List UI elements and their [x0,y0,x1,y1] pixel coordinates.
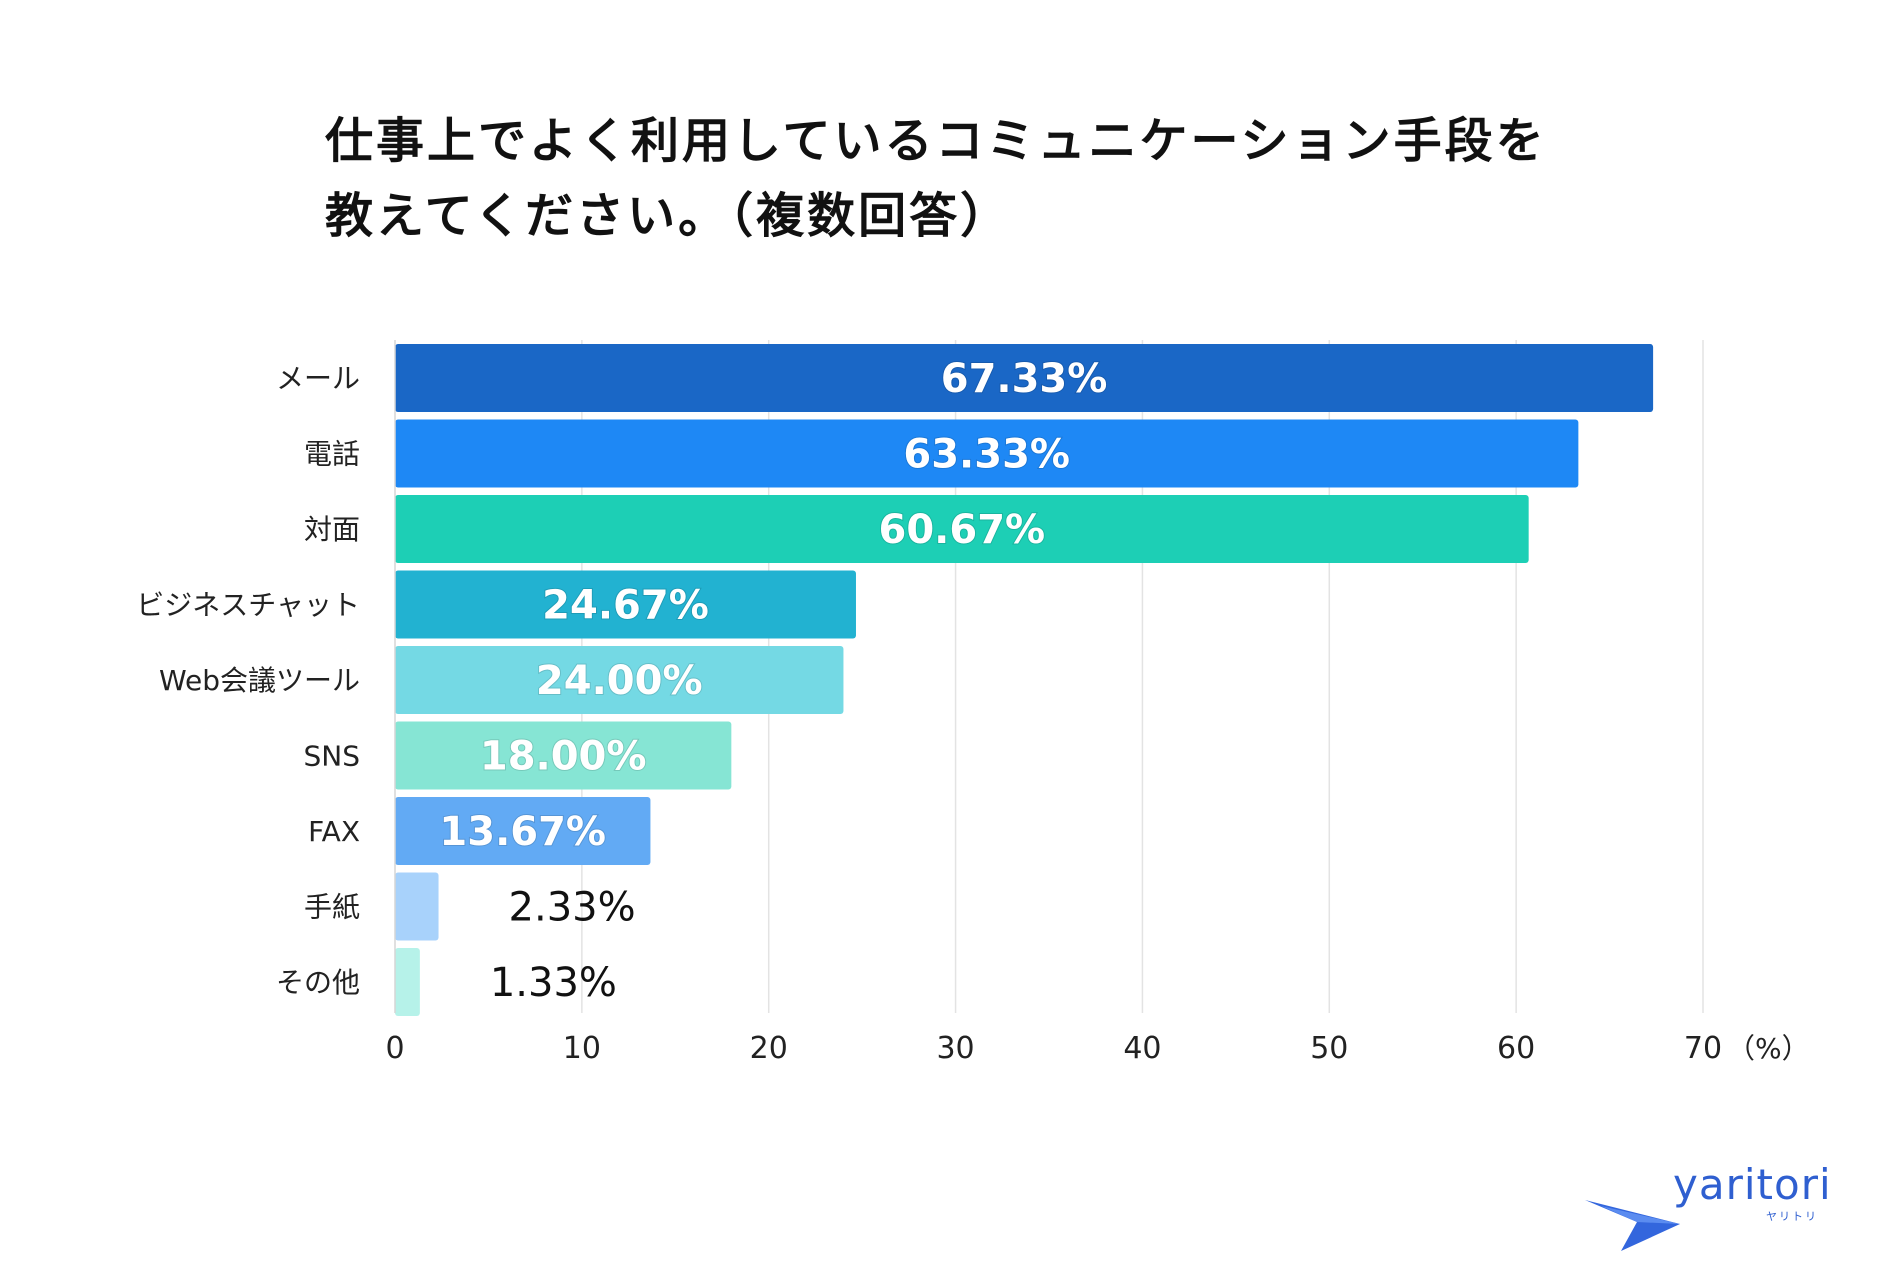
data-label: 18.00% [480,734,647,780]
category-label: 手紙 [304,891,360,924]
category-label: FAX [308,815,360,848]
bar [395,419,1579,488]
x-tick-label: 50 [1310,1031,1348,1066]
data-label: 24.00% [536,658,703,704]
bar [395,797,651,865]
data-label: 60.67% [879,507,1046,553]
chart-title-line-1: 仕事上でよく利用しているコミュニケーション手段を [325,113,1547,169]
data-label: 24.67% [542,583,709,629]
category-label: SNS [304,740,361,773]
x-tick-label: 40 [1123,1031,1161,1066]
category-label: 電話 [304,438,360,471]
x-tick-label: 60 [1497,1031,1535,1066]
x-tick-label: 10 [563,1031,601,1066]
x-tick-label: 70 [1684,1031,1722,1066]
category-label: ビジネスチャット [136,589,360,622]
category-label: 対面 [304,513,360,546]
data-label: 67.33% [941,356,1108,402]
data-label: 2.33% [509,885,636,931]
data-label: 13.67% [439,809,606,855]
x-unit-label: （%） [1727,1032,1810,1065]
logo-subtext: ヤリトリ [1766,1210,1818,1223]
category-label: メール [276,362,360,395]
chart-title: 仕事上でよく利用しているコミュニケーション手段を 教えてください。（複数回答） [325,104,1725,254]
x-tick-label: 0 [385,1031,404,1066]
bar [395,495,1529,563]
bar [395,948,420,1016]
x-tick-label: 30 [936,1031,974,1066]
bar [395,646,844,714]
category-label: Web会議ツール [159,664,360,697]
bar [395,344,1654,412]
data-label: 1.33% [490,960,617,1006]
bar [395,872,439,941]
category-label: その他 [276,966,360,999]
x-tick-label: 20 [750,1031,788,1066]
logo-wordmark: yaritori [1673,1160,1832,1209]
data-label: 63.33% [903,432,1070,478]
yaritori-logo-icon [1585,1200,1680,1251]
chart-title-line-2: 教えてください。（複数回答） [325,188,1012,244]
bar [395,570,856,639]
bar [395,721,732,790]
